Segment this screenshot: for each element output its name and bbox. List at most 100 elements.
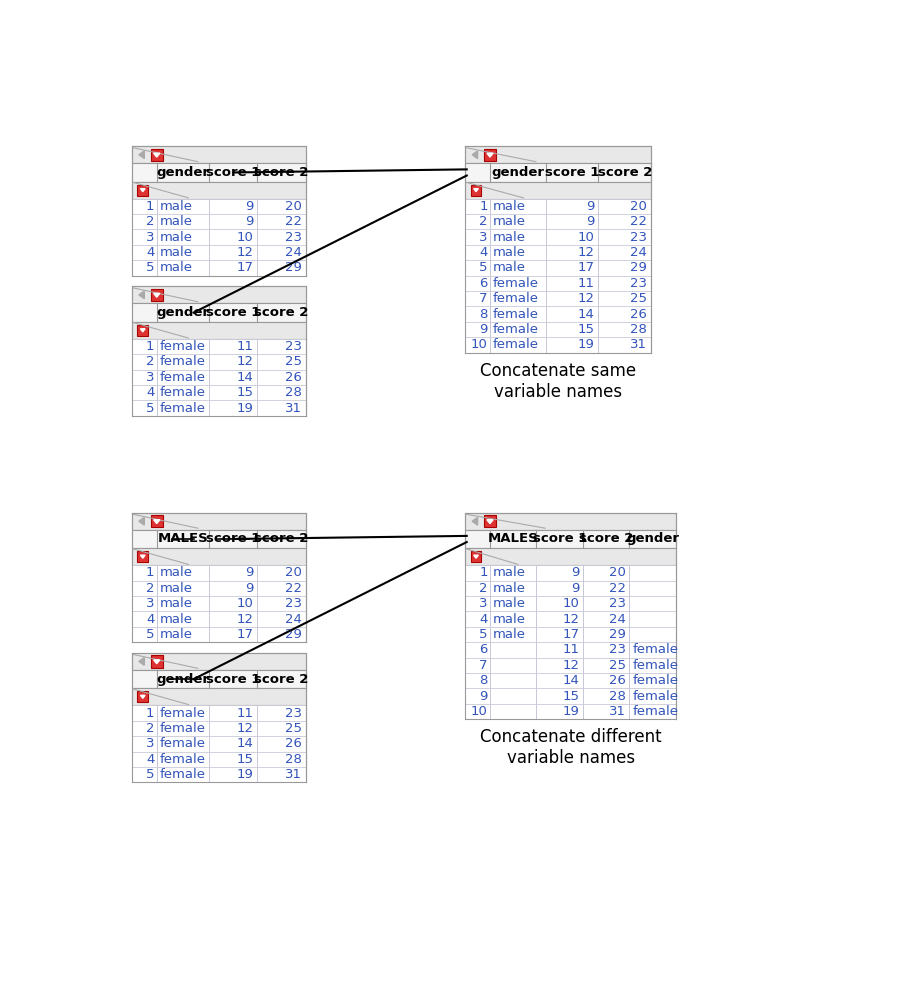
Text: score 2: score 2 [255, 306, 309, 319]
Bar [132, 689, 305, 705]
Bar [132, 146, 305, 163]
Text: 31: 31 [630, 339, 647, 352]
Bar [465, 581, 676, 596]
Text: 12: 12 [562, 613, 579, 625]
Text: 29: 29 [630, 262, 647, 275]
Text: 28: 28 [285, 386, 301, 399]
Text: 4: 4 [480, 246, 488, 259]
Text: male: male [160, 613, 193, 625]
Bar [132, 339, 305, 354]
Text: male: male [494, 246, 526, 259]
Bar [465, 703, 676, 719]
Bar [132, 182, 305, 199]
Text: 5: 5 [146, 262, 154, 275]
Text: female: female [632, 643, 678, 656]
Text: 4: 4 [146, 613, 154, 625]
Bar [132, 720, 305, 736]
Polygon shape [141, 696, 145, 699]
Text: 14: 14 [578, 307, 595, 321]
Text: 6: 6 [480, 643, 488, 656]
Text: 12: 12 [236, 722, 254, 735]
Bar [132, 767, 305, 782]
Bar [132, 245, 305, 260]
Text: female: female [632, 659, 678, 672]
Polygon shape [153, 520, 160, 524]
Text: 9: 9 [245, 566, 254, 579]
Bar [465, 337, 652, 353]
Text: female: female [160, 386, 206, 399]
Text: female: female [494, 323, 539, 336]
Text: 5: 5 [146, 628, 154, 641]
Bar [465, 513, 676, 530]
Text: female: female [160, 722, 206, 735]
Text: 12: 12 [578, 292, 595, 305]
Text: female: female [632, 674, 678, 688]
Text: 2: 2 [146, 215, 154, 228]
Text: female: female [494, 339, 539, 352]
Text: 24: 24 [285, 613, 301, 625]
Text: 4: 4 [480, 613, 488, 625]
Text: score 1: score 1 [206, 533, 261, 545]
Text: score 1: score 1 [545, 166, 599, 179]
Bar [132, 596, 305, 612]
Text: 26: 26 [285, 737, 301, 750]
Text: 8: 8 [480, 307, 488, 321]
Text: 9: 9 [245, 582, 254, 595]
Text: gender: gender [626, 533, 679, 545]
Text: 23: 23 [608, 643, 626, 656]
Bar [137, 325, 148, 336]
Text: score 2: score 2 [255, 673, 309, 686]
Text: male: male [160, 628, 193, 641]
Text: MALES: MALES [158, 533, 209, 545]
Text: score 2: score 2 [579, 533, 633, 545]
Text: female: female [494, 292, 539, 305]
Text: 25: 25 [285, 722, 301, 735]
Text: 29: 29 [285, 262, 301, 275]
Text: 9: 9 [245, 200, 254, 212]
Text: 25: 25 [285, 356, 301, 369]
Text: 8: 8 [480, 674, 488, 688]
Text: 28: 28 [285, 753, 301, 766]
Polygon shape [473, 189, 479, 192]
Text: male: male [494, 628, 526, 641]
Text: 12: 12 [562, 659, 579, 672]
Polygon shape [153, 293, 160, 297]
Bar [132, 260, 305, 276]
Text: 17: 17 [578, 262, 595, 275]
Text: 23: 23 [608, 597, 626, 611]
Text: female: female [632, 690, 678, 702]
Text: 17: 17 [562, 628, 579, 641]
Text: 2: 2 [146, 722, 154, 735]
Text: 4: 4 [146, 246, 154, 259]
Bar [137, 551, 148, 562]
Bar [465, 306, 652, 322]
Bar [465, 565, 676, 581]
Text: female: female [160, 401, 206, 415]
Polygon shape [473, 555, 479, 558]
Bar [132, 626, 305, 642]
Text: 3: 3 [479, 597, 488, 611]
Bar [471, 185, 482, 196]
Text: 23: 23 [285, 597, 301, 611]
Text: male: male [160, 566, 193, 579]
Bar [465, 642, 676, 658]
Polygon shape [141, 555, 145, 558]
Text: 10: 10 [578, 230, 595, 244]
Text: score 2: score 2 [255, 533, 309, 545]
Text: 2: 2 [479, 582, 488, 595]
Text: Concatenate different
variable names: Concatenate different variable names [480, 728, 662, 768]
Bar [132, 581, 305, 596]
Bar [465, 530, 676, 548]
Text: 28: 28 [630, 323, 647, 336]
Bar [132, 287, 305, 303]
Bar [132, 199, 305, 214]
Bar [137, 692, 148, 702]
Text: score 2: score 2 [255, 166, 309, 179]
Bar [132, 322, 305, 339]
Bar [132, 548, 305, 565]
Text: 12: 12 [578, 246, 595, 259]
Bar [465, 146, 652, 163]
Bar [483, 515, 496, 528]
Text: 17: 17 [236, 628, 254, 641]
Bar [465, 612, 676, 626]
